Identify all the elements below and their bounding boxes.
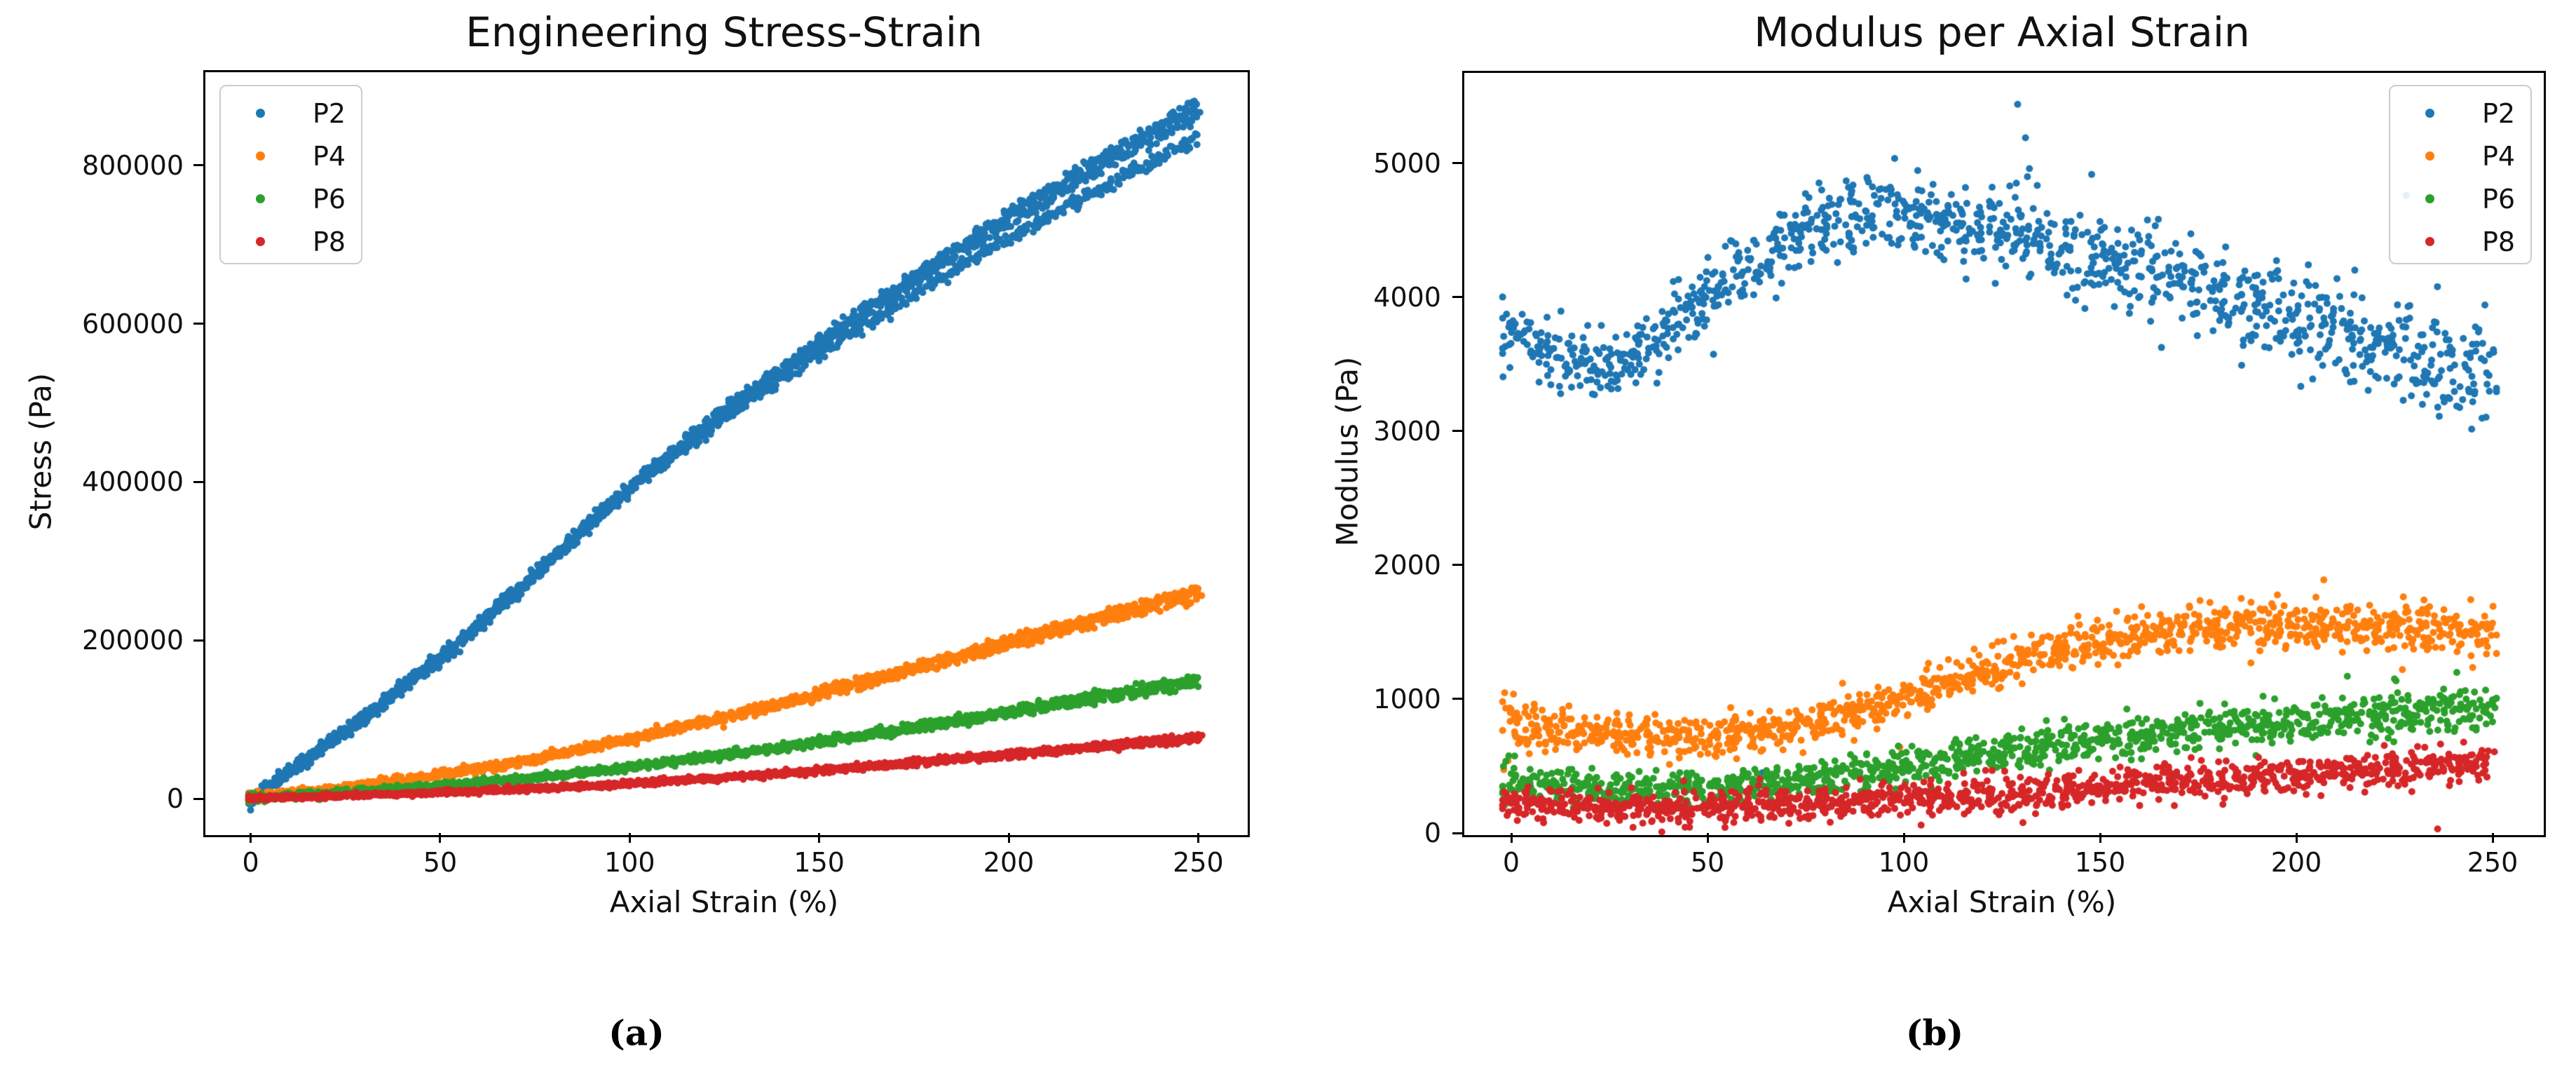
panel-a-caption: (a) xyxy=(608,1012,665,1054)
y-tick-label: 4000 xyxy=(1373,281,1441,313)
panel-b-y-axis-label: Modulus (Pa) xyxy=(1330,356,1365,547)
y-tick-label: 200000 xyxy=(81,625,184,656)
x-tick-mark xyxy=(628,833,631,843)
x-tick-label: 0 xyxy=(1502,847,1520,878)
legend-item: P6 xyxy=(221,177,361,220)
y-tick-label: 600000 xyxy=(81,308,184,339)
x-tick-mark xyxy=(1510,833,1513,843)
legend-marker-icon xyxy=(2425,237,2434,246)
legend-marker-icon xyxy=(256,194,265,203)
panel-a-legend: P2 P4 P6 P8 xyxy=(219,85,362,264)
legend-marker-icon xyxy=(2425,151,2434,161)
y-tick-mark xyxy=(1452,430,1462,433)
panel-a-x-axis-label: Axial Strain (%) xyxy=(609,885,839,919)
x-tick-label: 100 xyxy=(604,847,655,878)
x-tick-label: 0 xyxy=(242,847,259,878)
x-tick-label: 200 xyxy=(983,847,1035,878)
panel-b-x-axis-label: Axial Strain (%) xyxy=(1887,885,2117,919)
x-tick-mark xyxy=(1902,833,1905,843)
panel-b-legend: P2 P4 P6 P8 xyxy=(2389,85,2532,264)
legend-item: P8 xyxy=(221,220,361,263)
x-tick-label: 150 xyxy=(793,847,845,878)
panel-a-title: Engineering Stress-Strain xyxy=(465,8,983,56)
panel-a-y-axis-label: Stress (Pa) xyxy=(23,372,58,531)
x-tick-mark xyxy=(2295,833,2298,843)
y-tick-mark xyxy=(193,797,203,800)
x-tick-label: 250 xyxy=(2467,847,2519,878)
x-tick-mark xyxy=(439,833,442,843)
legend-label: P6 xyxy=(313,183,346,215)
legend-item: P2 xyxy=(221,92,361,135)
y-tick-mark xyxy=(1452,832,1462,834)
legend-item: P4 xyxy=(2390,135,2530,177)
y-tick-label: 800000 xyxy=(81,149,184,181)
legend-label: P8 xyxy=(2482,226,2516,257)
x-tick-label: 200 xyxy=(2270,847,2322,878)
y-tick-label: 2000 xyxy=(1373,549,1441,581)
x-tick-mark xyxy=(1706,833,1709,843)
legend-marker-icon xyxy=(256,109,265,118)
y-tick-mark xyxy=(193,164,203,167)
legend-item: P4 xyxy=(221,135,361,177)
legend-label: P2 xyxy=(2482,97,2516,129)
legend-item: P8 xyxy=(2390,220,2530,263)
y-tick-label: 5000 xyxy=(1373,147,1441,179)
x-tick-mark xyxy=(2099,833,2101,843)
legend-label: P4 xyxy=(313,140,346,172)
legend-marker-icon xyxy=(2425,194,2434,203)
x-tick-mark xyxy=(1197,833,1199,843)
x-tick-mark xyxy=(2491,833,2494,843)
legend-label: P6 xyxy=(2482,183,2516,215)
legend-item: P2 xyxy=(2390,92,2530,135)
x-tick-label: 150 xyxy=(2074,847,2126,878)
legend-marker-icon xyxy=(2425,109,2434,118)
y-tick-mark xyxy=(1452,162,1462,165)
legend-item: P6 xyxy=(2390,177,2530,220)
y-tick-mark xyxy=(193,639,203,642)
legend-marker-icon xyxy=(256,237,265,246)
y-tick-mark xyxy=(193,480,203,483)
legend-label: P2 xyxy=(313,97,346,129)
y-tick-mark xyxy=(1452,296,1462,299)
legend-marker-icon xyxy=(256,151,265,161)
y-tick-mark xyxy=(193,323,203,325)
y-tick-mark xyxy=(1452,564,1462,567)
y-tick-label: 0 xyxy=(166,783,184,815)
y-tick-mark xyxy=(1452,698,1462,700)
y-tick-label: 400000 xyxy=(81,466,184,498)
x-tick-mark xyxy=(818,833,821,843)
legend-label: P4 xyxy=(2482,140,2516,172)
panel-b-title: Modulus per Axial Strain xyxy=(1754,8,2250,56)
y-tick-label: 3000 xyxy=(1373,415,1441,447)
x-tick-label: 50 xyxy=(1690,847,1725,878)
panel-b-caption: (b) xyxy=(1905,1012,1964,1054)
x-tick-label: 50 xyxy=(423,847,458,878)
x-tick-mark xyxy=(1007,833,1010,843)
x-tick-label: 250 xyxy=(1173,847,1224,878)
y-tick-label: 1000 xyxy=(1373,683,1441,714)
x-tick-mark xyxy=(250,833,252,843)
legend-label: P8 xyxy=(313,226,346,257)
x-tick-label: 100 xyxy=(1878,847,1930,878)
y-tick-label: 0 xyxy=(1424,818,1441,848)
